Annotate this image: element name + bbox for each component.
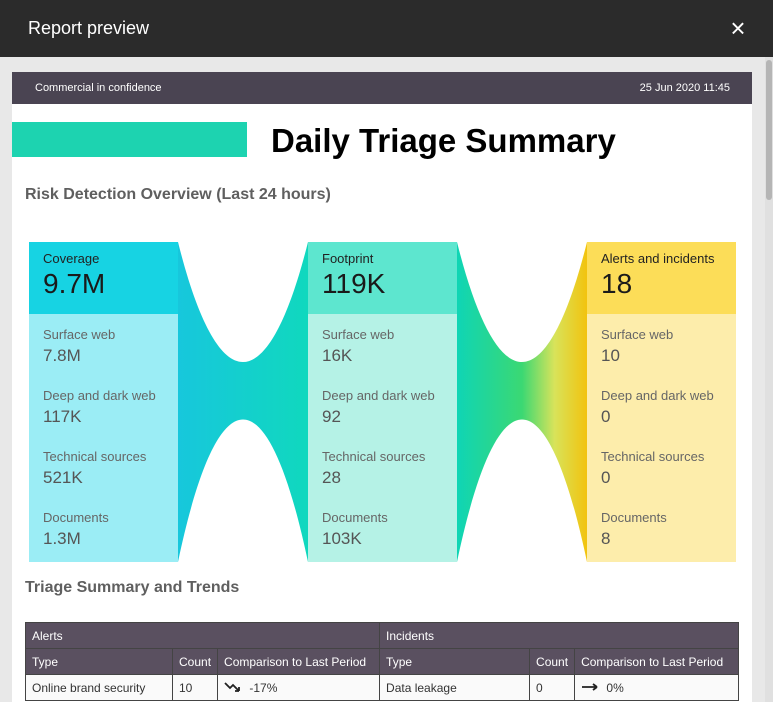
footprint-documents-label: Documents	[322, 510, 388, 525]
coverage-technical-value: 521K	[43, 468, 83, 487]
alert-type-cell: Online brand security	[25, 674, 173, 701]
incident-trend-cell: 0%	[574, 674, 739, 701]
report-date: 25 Jun 2020 11:45	[639, 82, 730, 94]
alerts-deep-label: Deep and dark web	[601, 388, 714, 403]
alerts-documents-label: Documents	[601, 510, 667, 525]
footprint-deep-value: 92	[322, 407, 341, 426]
overview-section-title: Risk Detection Overview (Last 24 hours)	[25, 186, 331, 203]
incident-count-cell: 0	[529, 674, 576, 701]
footprint-surface-label: Surface web	[322, 327, 395, 342]
footprint-body-block	[308, 314, 457, 562]
alerts-surface-label: Surface web	[601, 327, 674, 342]
alerts-comparison-column-header: Comparison to Last Period	[217, 648, 381, 675]
incidents-group-header: Incidents	[379, 622, 739, 649]
confidentiality-label: Commercial in confidence	[35, 82, 162, 94]
alerts-body-block	[587, 314, 736, 562]
alerts-count-column-header: Count	[171, 648, 219, 675]
coverage-technical-label: Technical sources	[43, 449, 147, 464]
report-title: Daily Triage Summary	[271, 122, 616, 159]
coverage-surface-value: 7.8M	[43, 346, 81, 365]
vertical-scrollbar[interactable]	[765, 57, 773, 702]
coverage-documents-label: Documents	[43, 510, 109, 525]
scrollbar-thumb[interactable]	[766, 60, 772, 200]
alerts-header-block	[587, 242, 736, 314]
coverage-value: 9.7M	[43, 268, 106, 299]
coverage-deep-value: 117K	[43, 407, 82, 426]
alerts-technical-value: 0	[601, 468, 611, 487]
alert-trend-cell: -17%	[217, 674, 381, 701]
flow-connector-coverage-footprint	[178, 242, 308, 562]
footprint-label: Footprint	[322, 251, 374, 266]
close-icon[interactable]: ×	[730, 13, 746, 43]
flow-connector-footprint-alerts	[457, 242, 587, 562]
footprint-value: 119K	[322, 268, 386, 299]
incidents-comparison-column-header: Comparison to Last Period	[574, 648, 739, 675]
incident-trend-value: 0%	[606, 680, 624, 695]
footprint-header-block	[308, 242, 457, 314]
alerts-deep-value: 0	[601, 407, 611, 426]
trend-flat-icon	[581, 681, 599, 695]
report-header-bar: Commercial in confidence 25 Jun 2020 11:…	[12, 72, 752, 104]
alert-count-cell: 10	[171, 674, 219, 701]
alerts-technical-label: Technical sources	[601, 449, 705, 464]
coverage-documents-value: 1.3M	[43, 529, 81, 548]
incidents-type-column-header: Type	[379, 648, 531, 675]
alerts-documents-value: 8	[601, 529, 611, 548]
coverage-surface-label: Surface web	[43, 327, 116, 342]
footprint-surface-value: 16K	[322, 346, 353, 365]
coverage-deep-label: Deep and dark web	[43, 388, 156, 403]
alert-trend-value: -17%	[249, 680, 278, 695]
footprint-technical-value: 28	[322, 468, 341, 487]
coverage-label: Coverage	[43, 251, 100, 266]
risk-flow-diagram	[29, 242, 736, 562]
coverage-body-block	[29, 314, 178, 562]
alerts-surface-value: 10	[601, 346, 620, 365]
window-title: Report preview	[28, 18, 150, 38]
table-row: Online brand security 10 -17% Data leaka…	[25, 674, 739, 701]
triage-section-title: Triage Summary and Trends	[25, 579, 240, 596]
alerts-value: 18	[601, 268, 633, 299]
title-bar: Report preview ×	[0, 0, 773, 57]
incidents-count-column-header: Count	[529, 648, 576, 675]
incident-type-cell: Data leakage	[379, 674, 531, 701]
triage-table: Alerts Incidents Type Count Comparison t…	[24, 622, 739, 701]
alerts-type-column-header: Type	[25, 648, 173, 675]
coverage-header-block	[29, 242, 178, 314]
footprint-technical-label: Technical sources	[322, 449, 426, 464]
alerts-label: Alerts and incidents	[601, 251, 715, 266]
footprint-deep-label: Deep and dark web	[322, 388, 435, 403]
trend-down-icon	[224, 681, 242, 695]
report-page: Commercial in confidence 25 Jun 2020 11:…	[12, 72, 752, 702]
alerts-group-header: Alerts	[24, 622, 381, 649]
title-accent-bar	[12, 122, 247, 157]
footprint-documents-value: 103K	[322, 529, 362, 548]
